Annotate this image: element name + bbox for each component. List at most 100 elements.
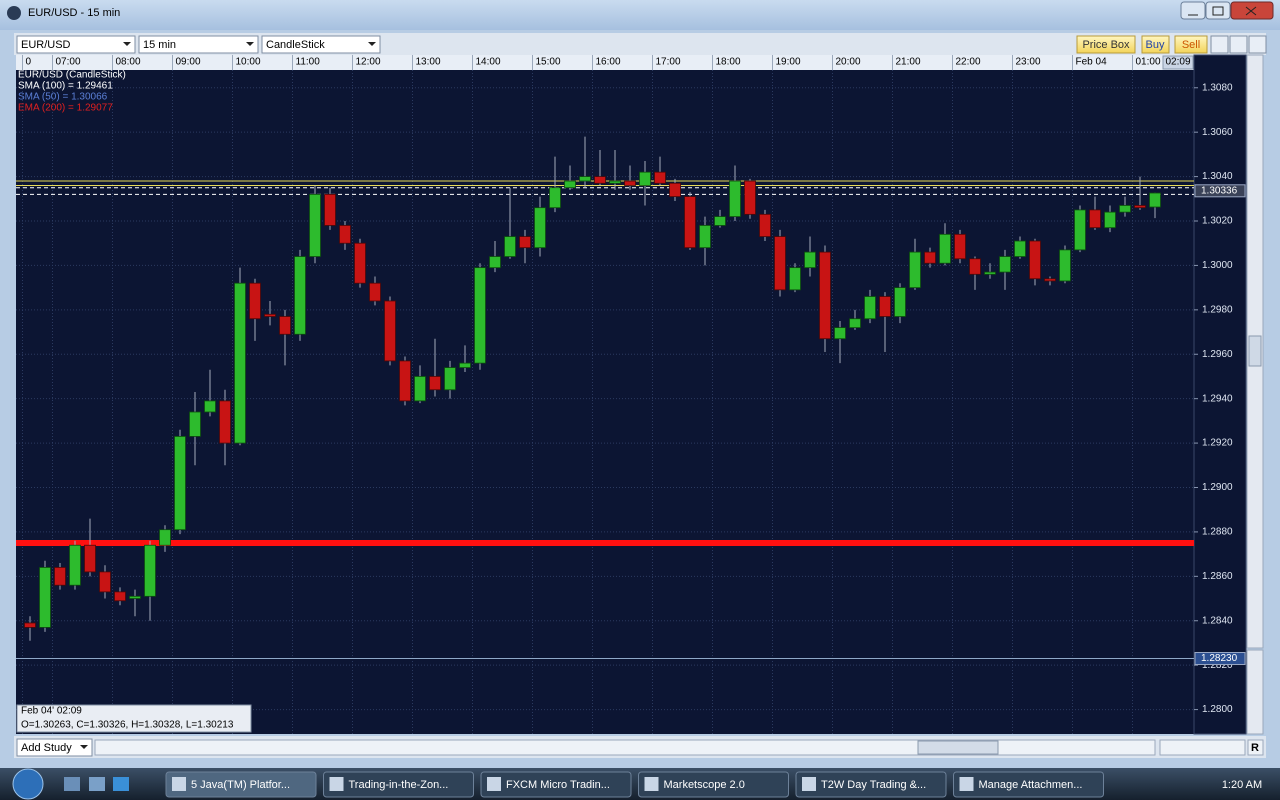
candle-body xyxy=(834,327,846,340)
symbol-text: EUR/USD xyxy=(21,39,71,51)
task-button[interactable] xyxy=(795,771,947,798)
candle-body xyxy=(969,258,981,275)
price-box-button[interactable] xyxy=(1076,35,1136,54)
tool-button[interactable] xyxy=(1210,35,1229,54)
y-tick-label: 1.2880 xyxy=(1202,527,1233,538)
candle-body xyxy=(984,271,996,275)
style-dropdown[interactable] xyxy=(261,35,381,54)
candle-body xyxy=(609,180,621,184)
horizontal-scrollbar[interactable] xyxy=(94,739,1156,756)
task-button[interactable] xyxy=(323,771,474,798)
candle-body xyxy=(399,360,411,402)
add-study-arrow xyxy=(80,745,88,749)
candle-body xyxy=(39,567,51,628)
period-text: 15 min xyxy=(143,39,176,51)
x-tick-label: 22:00 xyxy=(956,57,981,68)
window-title: EUR/USD - 15 min xyxy=(28,7,120,19)
y-tick-label: 1.3040 xyxy=(1202,171,1233,182)
scroll-thumb[interactable] xyxy=(1248,335,1262,367)
task-button[interactable] xyxy=(953,771,1104,798)
candle-body xyxy=(1014,240,1026,257)
candle-body xyxy=(564,180,576,189)
task-button[interactable] xyxy=(165,771,317,798)
legend-entry: SMA (50) = 1.30066 xyxy=(18,92,108,103)
candle-body xyxy=(954,233,966,260)
task-button[interactable] xyxy=(638,771,789,798)
candle-body xyxy=(204,400,216,413)
candle-body xyxy=(864,296,876,320)
task-items: 5 Java(TM) Platfor... Trading-in-the-Zon.… xyxy=(165,771,1104,798)
sell-button[interactable] xyxy=(1174,35,1208,54)
x-tick-label: 12:00 xyxy=(356,57,381,68)
period-dropdown[interactable] xyxy=(138,35,259,54)
y-tick-label: 1.3060 xyxy=(1202,127,1233,138)
task-icon xyxy=(644,777,659,791)
candle-body xyxy=(189,411,201,437)
style-text: CandleStick xyxy=(266,39,325,51)
candle-body xyxy=(1074,209,1086,251)
candle-body xyxy=(759,213,771,237)
task-button[interactable] xyxy=(480,771,632,798)
candle-body xyxy=(654,171,666,184)
task-icon xyxy=(329,777,344,791)
x-tick-label: 14:00 xyxy=(476,57,501,68)
plot-layer xyxy=(16,70,1194,734)
candle-body xyxy=(459,362,471,368)
horizontal-thumb[interactable] xyxy=(917,740,999,755)
sell-label: Sell xyxy=(1182,39,1200,51)
candle-body xyxy=(804,251,816,269)
candle-body xyxy=(384,300,396,362)
x-tick-label: 23:00 xyxy=(1016,57,1041,68)
candle-body xyxy=(894,287,906,317)
candle-body xyxy=(414,376,426,402)
y-tick-label: 1.2840 xyxy=(1202,615,1233,626)
candle-body xyxy=(99,571,111,593)
x-tick-label: 18:00 xyxy=(716,57,741,68)
task-label: Marketscope 2.0 xyxy=(664,779,745,791)
price-marker xyxy=(1194,184,1246,198)
zoom-controls[interactable] xyxy=(1246,649,1264,735)
time-axis-strip xyxy=(16,55,1194,70)
task-icon xyxy=(802,777,816,791)
candle-body xyxy=(879,296,891,317)
overlay-layer: 1.3080 1.3060 1.3040 1.3020 1.3000 1.2980 1.29… xyxy=(18,55,1246,715)
title-bar xyxy=(0,0,1280,30)
y-tick-label: 1.2800 xyxy=(1202,704,1233,715)
price-axis xyxy=(1193,54,1247,735)
candle-body xyxy=(174,436,186,531)
candle-body xyxy=(369,282,381,302)
price-marker xyxy=(1194,651,1246,665)
reset-button[interactable] xyxy=(1247,739,1264,756)
symbol-dropdown[interactable] xyxy=(16,35,136,54)
buy-button[interactable] xyxy=(1141,35,1170,54)
x-tick-label: 15:00 xyxy=(536,57,561,68)
quick-launch-1[interactable] xyxy=(64,777,80,791)
draw-button[interactable] xyxy=(1229,35,1248,54)
task-label: FXCM Micro Tradin... xyxy=(506,779,610,791)
y-tick-label: 1.2860 xyxy=(1202,571,1233,582)
y-tick-label: 1.3000 xyxy=(1202,260,1233,271)
candle-body xyxy=(714,216,726,226)
quick-launch-2[interactable] xyxy=(89,777,105,791)
zoom-slider[interactable] xyxy=(1159,739,1246,756)
quick-launch-3[interactable] xyxy=(113,777,129,791)
x-tick-label: 11:00 xyxy=(296,57,321,68)
detach-button[interactable] xyxy=(1248,35,1267,54)
x-tick-label: Feb 04 xyxy=(1076,57,1108,68)
y-tick-label: 1.2980 xyxy=(1202,304,1233,315)
candle-body xyxy=(1119,205,1131,213)
candle-body xyxy=(249,282,261,320)
buy-label: Buy xyxy=(1146,39,1165,51)
start-button[interactable] xyxy=(12,768,44,800)
price-marker-label: 1.30336 xyxy=(1201,185,1238,196)
minimize-button[interactable] xyxy=(1180,1,1206,20)
candle-body xyxy=(219,400,231,444)
add-study-dropdown[interactable] xyxy=(16,738,93,757)
candle-body xyxy=(84,544,96,573)
candle-body xyxy=(699,225,711,249)
y-tick-label: 1.2940 xyxy=(1202,393,1233,404)
maximize-button[interactable] xyxy=(1205,1,1231,20)
task-label: Trading-in-the-Zon... xyxy=(349,779,449,791)
add-study-label: Add Study xyxy=(21,742,72,754)
